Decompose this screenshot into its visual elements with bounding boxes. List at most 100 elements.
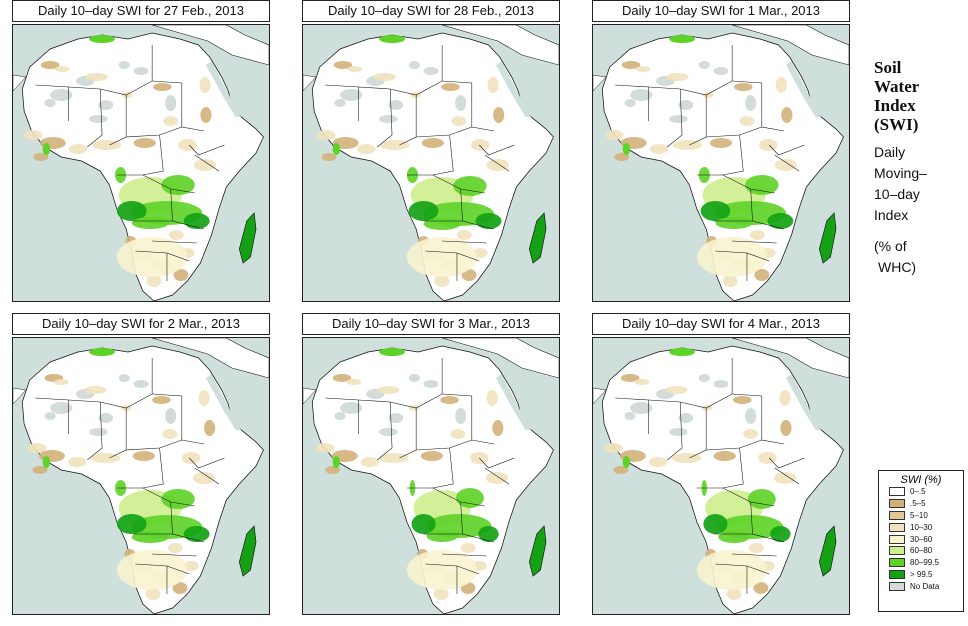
side-subtitle-line: Moving– <box>874 165 927 181</box>
islands <box>13 74 27 92</box>
europe-asia-land <box>152 338 269 379</box>
wet-soil-west <box>622 143 631 155</box>
dry-soil-area <box>84 386 107 394</box>
country-border <box>750 188 785 230</box>
dry-soil-area <box>178 139 197 151</box>
dry-soil-area <box>487 77 499 93</box>
dry-soil-area <box>173 269 189 281</box>
dry-soil-area <box>486 159 509 171</box>
wet-soil-area <box>718 531 750 543</box>
country-border <box>152 393 183 440</box>
red-sea <box>495 61 532 117</box>
country-border <box>774 467 800 485</box>
dry-soil-area <box>666 73 689 81</box>
panel-title: Daily 10–day SWI for 4 Mar., 2013 <box>592 313 850 335</box>
country-border <box>189 457 225 469</box>
map-frame <box>592 24 850 302</box>
dry-soil-area <box>733 396 752 404</box>
wet-soil-area <box>770 526 791 542</box>
dry-soil-area <box>168 230 184 240</box>
dry-soil-area <box>441 83 460 91</box>
islands <box>593 74 607 92</box>
dry-soil-area <box>172 582 188 594</box>
side-subtitle-line: (% of <box>874 238 907 254</box>
dry-soil-area <box>486 390 498 406</box>
dry-soil-area <box>739 116 755 126</box>
dry-soil-area <box>722 275 738 287</box>
country-border <box>416 439 495 451</box>
map-panel-1: Daily 10–day SWI for 27 Feb., 2013 <box>0 0 272 302</box>
dry-soil-area <box>492 420 504 436</box>
side-subtitle-line: 10–day <box>874 186 920 202</box>
wet-soil-area <box>453 176 487 196</box>
legend-swatch <box>889 581 905 591</box>
legend-item: 10–30 <box>889 521 963 533</box>
wet-soil-west <box>42 143 51 155</box>
wet-soil-area <box>131 531 169 543</box>
madagascar <box>528 525 547 577</box>
country-border <box>746 565 770 575</box>
africa-continent <box>21 345 264 614</box>
dry-soil-area <box>408 405 420 411</box>
no-data-area <box>340 89 363 101</box>
country-border <box>442 553 487 557</box>
legend-swatch <box>889 499 905 509</box>
dry-soil-area <box>774 159 798 171</box>
country-border <box>432 134 454 176</box>
dry-soil-area <box>356 144 376 154</box>
country-border <box>769 144 805 156</box>
side-subtitle-line: Daily <box>874 144 906 160</box>
no-data-area <box>133 67 149 75</box>
no-data-area <box>624 412 636 420</box>
islands <box>303 387 317 405</box>
dry-soil-area <box>773 472 797 484</box>
side-subtitle-line: WHC) <box>878 259 917 275</box>
dry-soil-area <box>332 374 352 382</box>
country-border <box>442 393 473 440</box>
no-data-area <box>745 408 757 424</box>
dry-soil-area <box>40 61 60 69</box>
legend: SWI (%) 0–.5 .5–5 5–10 10–30 30–60 60–80 80–99… <box>878 470 964 612</box>
wet-soil-area <box>475 213 502 229</box>
no-data-area <box>334 99 346 107</box>
madagascar <box>238 212 257 264</box>
southern-moist-area <box>406 550 478 590</box>
dry-soil-area <box>605 130 624 140</box>
map-panel-4: Daily 10–day SWI for 2 Mar., 2013 <box>0 313 272 615</box>
dry-soil-area <box>754 269 770 281</box>
dry-soil-area <box>32 466 48 474</box>
country-border <box>142 134 164 176</box>
dry-soil-area <box>132 451 155 461</box>
dry-soil-area <box>613 466 629 474</box>
country-border <box>325 84 359 121</box>
country-border <box>442 80 473 127</box>
no-data-area <box>630 89 653 101</box>
dry-soil-area <box>460 543 476 553</box>
dry-soil-area <box>620 374 640 382</box>
country-border <box>750 501 785 543</box>
wet-soil-area <box>161 489 195 509</box>
dry-soil-area <box>702 92 714 98</box>
no-data-area <box>118 374 130 382</box>
country-border <box>706 439 785 451</box>
country-border <box>87 88 103 148</box>
europe-asia-land <box>152 25 269 66</box>
dry-soil-area <box>450 429 466 439</box>
wet-soil-area <box>745 175 779 195</box>
no-data-area <box>165 95 177 111</box>
wet-soil-west <box>332 456 341 468</box>
country-border <box>325 397 359 434</box>
country-border <box>87 401 103 461</box>
side-title-line: Soil <box>874 58 902 77</box>
dry-soil-area <box>183 561 199 571</box>
dry-soil-area <box>672 140 703 150</box>
country-border <box>706 126 785 138</box>
dry-soil-area <box>665 386 688 394</box>
legend-label: 10–30 <box>910 522 933 532</box>
dry-soil-area <box>781 107 793 123</box>
dry-soil-area <box>456 230 472 240</box>
wet-soil-area <box>183 213 210 229</box>
africa-map <box>303 25 559 301</box>
country-border <box>769 457 805 469</box>
wet-soil-area <box>747 489 776 509</box>
